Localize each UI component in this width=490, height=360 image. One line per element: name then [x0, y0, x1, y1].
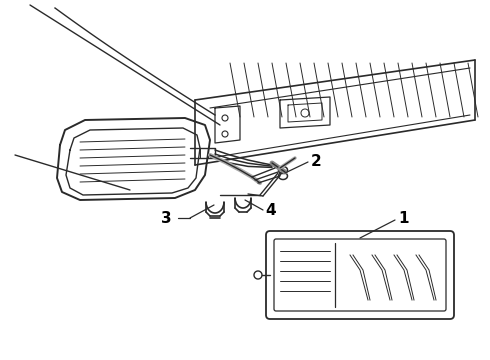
Text: 2: 2 — [311, 153, 322, 168]
Text: 4: 4 — [265, 202, 275, 217]
Text: 3: 3 — [161, 211, 172, 225]
Text: 1: 1 — [398, 211, 409, 225]
